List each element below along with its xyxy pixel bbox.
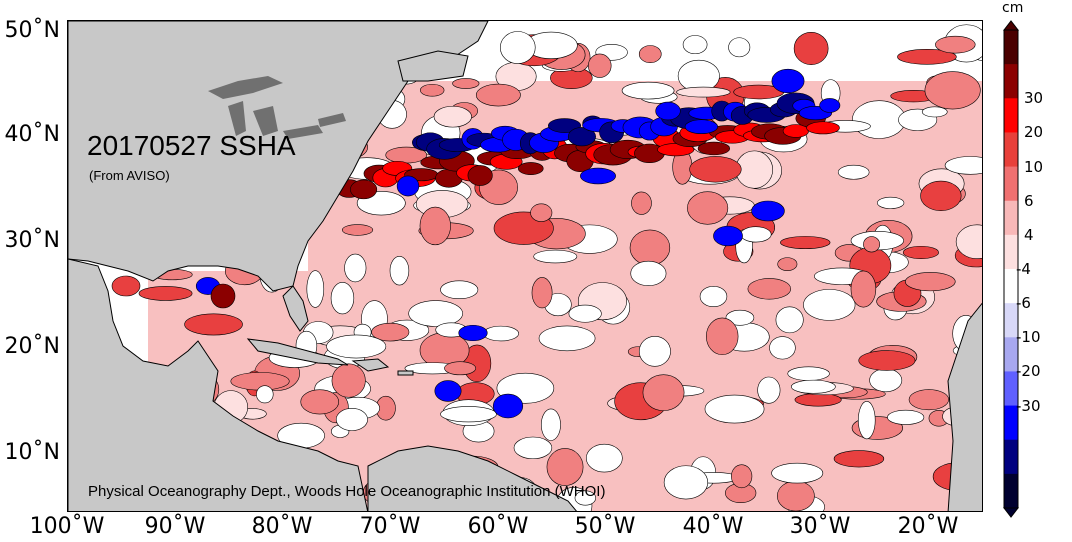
colorbar-min-arrow <box>1002 507 1020 518</box>
colorbar-swatch <box>1004 64 1018 99</box>
land-masses <box>68 21 982 511</box>
colorbar-swatch <box>1004 200 1018 236</box>
lat-label-40: 40˚N <box>4 122 60 147</box>
colorbar-tick-label: 10 <box>1024 157 1044 176</box>
colorbar-swatch <box>1004 30 1018 65</box>
lon-label-100: 100˚W <box>29 514 105 539</box>
colorbar-swatch <box>1004 303 1018 338</box>
colorbar-swatch <box>1004 166 1018 202</box>
colorbar-swatch <box>1004 371 1018 407</box>
colorbar-tick-label: -4 <box>1016 260 1031 278</box>
colorbar-border <box>1003 29 1019 509</box>
map-title: 20170527 SSHA <box>87 130 296 161</box>
colorbar-tick-label: 6 <box>1024 191 1034 210</box>
colorbar-swatch <box>1004 473 1018 509</box>
lon-label-80: 80˚W <box>251 514 313 539</box>
colorbar-tick-label: -10 <box>1016 328 1041 347</box>
colorbar-max-arrow <box>1002 20 1020 31</box>
lon-label-20: 20˚W <box>897 514 959 539</box>
lat-label-20: 20˚N <box>4 334 60 359</box>
colorbar-swatch <box>1004 234 1018 270</box>
lat-label-10: 10˚N <box>4 440 60 465</box>
colorbar-swatch <box>1004 405 1018 441</box>
colorbar <box>1002 20 1020 518</box>
colorbar-swatch <box>1004 132 1018 168</box>
lat-label-30: 30˚N <box>4 228 60 253</box>
lon-label-90: 90˚W <box>144 514 206 539</box>
colorbar-swatch <box>1004 269 1018 304</box>
colorbar-swatch <box>1004 337 1018 372</box>
lon-label-40: 40˚W <box>682 514 744 539</box>
colorbar-tick-label: -20 <box>1016 362 1041 381</box>
lon-label-60: 60˚W <box>467 514 529 539</box>
lat-label-50: 50˚N <box>4 18 60 43</box>
lon-label-30: 30˚W <box>789 514 851 539</box>
colorbar-tick-label: 30 <box>1024 89 1044 108</box>
colorbar-unit: cm <box>1002 0 1024 16</box>
lon-label-50: 50˚W <box>574 514 636 539</box>
colorbar-tick-label: -30 <box>1016 396 1041 415</box>
lon-label-70: 70˚W <box>359 514 421 539</box>
map-subtitle: (From AVISO) <box>89 168 170 183</box>
ssha-map <box>67 20 983 512</box>
colorbar-swatch <box>1004 98 1018 133</box>
great-lakes <box>208 76 346 139</box>
ssha-map-canvas <box>68 21 982 511</box>
colorbar-swatch <box>1004 439 1018 475</box>
colorbar-tick-label: 20 <box>1024 123 1044 142</box>
colorbar-tick-label: 4 <box>1024 225 1034 244</box>
colorbar-tick-label: -6 <box>1016 294 1031 313</box>
map-credit: Physical Oceanography Dept., Woods Hole … <box>88 483 606 500</box>
